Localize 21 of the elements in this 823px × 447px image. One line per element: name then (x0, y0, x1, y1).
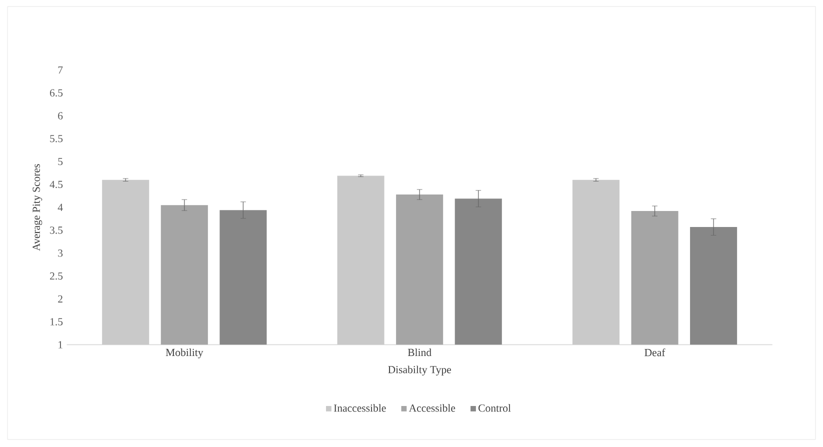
y-tick-label: 5.5 (50, 135, 63, 142)
legend-label: Control (478, 404, 511, 412)
y-axis-title: Average Pity Scores (32, 164, 42, 251)
x-tick-label: Mobility (166, 348, 204, 358)
y-tick-label: 2 (58, 295, 62, 302)
y-tick-label: 7 (58, 66, 63, 74)
y-tick-label: 1.5 (50, 318, 63, 326)
y-tick-label: 3 (58, 250, 63, 257)
legend-label: Inaccessible (334, 404, 386, 412)
y-tick-label: 5 (58, 158, 63, 166)
x-axis-title: Disabilty Type (388, 366, 452, 376)
y-tick-label: 3.5 (50, 226, 63, 234)
y-tick-label: 4 (58, 204, 63, 211)
x-tick-label: Blind (408, 348, 432, 356)
y-tick-label: 4.5 (50, 180, 63, 188)
y-tick-label: 2.5 (50, 272, 63, 280)
y-tick-label: 6 (58, 112, 63, 120)
legend-label: Accessible (408, 404, 456, 412)
y-tick-label: 6.5 (50, 89, 63, 97)
x-tick-label: Deaf (644, 348, 666, 356)
y-tick-label: 1 (58, 341, 62, 348)
